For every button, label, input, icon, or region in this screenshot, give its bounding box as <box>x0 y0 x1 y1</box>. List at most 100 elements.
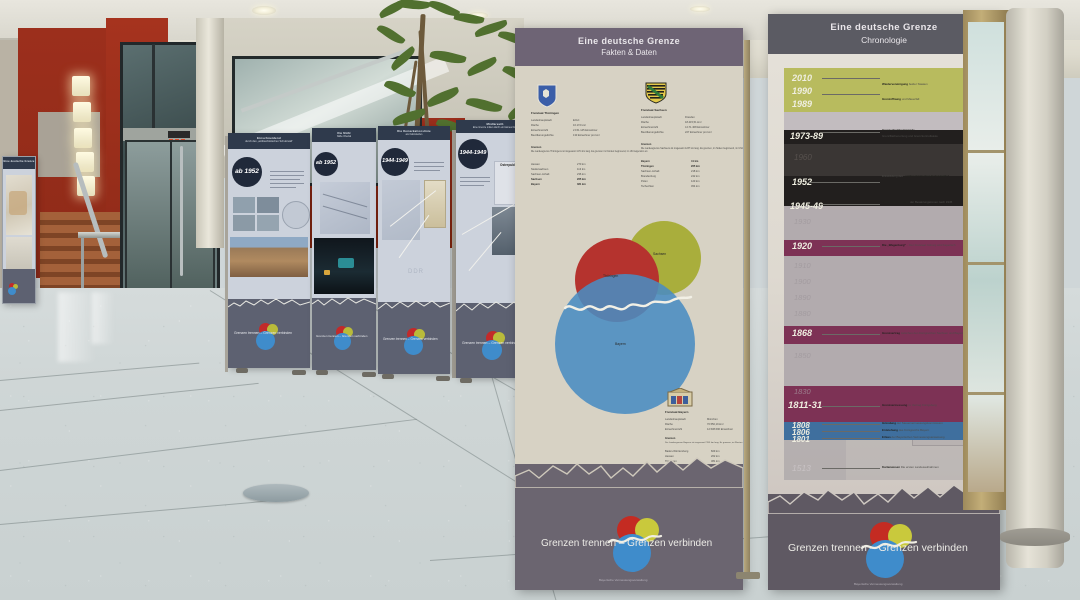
state-name: Freistaat Bayern <box>665 410 689 414</box>
banner-die-muehl[interactable]: Die Mühl Nähe Obertal ab 1952 Grenze <box>312 128 376 370</box>
state-name: Freistaat Sachsen <box>641 108 667 112</box>
banner-photo <box>233 215 255 231</box>
banner-subtitle: Eine Grenze mitten durch ein kleines Dor… <box>472 126 518 129</box>
neighbour-name: Sachsen <box>531 178 542 181</box>
exhibition-logo <box>478 331 510 363</box>
state-stat-label: Fläche <box>665 423 673 426</box>
border-line-overlay <box>563 294 693 318</box>
banner-einschneidend[interactable]: Einschneidend durch den „antifaschistisc… <box>228 133 310 368</box>
banner-foot-pad <box>382 374 394 379</box>
chrono-event: Entwicklung des „antifaschistischen Schu… <box>882 174 949 178</box>
tree-leaf <box>465 56 499 77</box>
state-stat-label: Fläche <box>531 124 539 127</box>
logo-circle-yellow <box>414 329 425 340</box>
neighbour-name: Thüringen <box>641 165 654 168</box>
chrono-year: 1952 <box>792 177 813 187</box>
map-label-ddr: DDR <box>408 269 424 275</box>
banner-fakten-und-daten[interactable]: Eine deutsche Grenze Fakten & Daten Frei… <box>515 28 743 590</box>
chrono-event: Zukünftige Grenzen der Besatzungszonen n… <box>882 200 952 204</box>
banner-tagline: Grenzen trennen – Grenzen verbinden <box>316 334 368 338</box>
venn-circle-bayern <box>555 274 695 414</box>
floor-reflection <box>58 292 96 362</box>
banner-year-bubble: 1944-1949 <box>381 148 409 176</box>
logo-circle-blue <box>482 340 502 360</box>
chrono-band <box>784 112 1000 130</box>
chrono-event: Wiedervereinigung beider Staaten <box>882 82 928 86</box>
tree-leaf <box>429 47 467 67</box>
banner-footer <box>3 269 35 303</box>
banner-far-left[interactable]: Eine deutsche Grenze <box>2 156 36 304</box>
neighbour-value: 265 km <box>691 165 700 168</box>
border-line-svg <box>312 297 376 306</box>
chrono-leader <box>808 182 880 183</box>
chrono-leader <box>822 334 880 335</box>
neighbour-name: Brandenburg <box>641 175 656 178</box>
border-silhouette <box>515 454 743 489</box>
state-name: Freistaat Thüringen <box>531 111 560 115</box>
floor-access-plate <box>243 484 309 502</box>
banner-demarkationslinie[interactable]: Die Demarkationslinie am Fahrstreifen 19… <box>378 126 450 374</box>
bavaria-crest-icon <box>667 388 693 407</box>
banner-footer: Grenzen trennen – Grenzen verbinden <box>312 296 376 370</box>
chrono-event-rest: im Vertrag Königsberg <box>908 403 937 407</box>
banner-header: Eine deutsche Grenze <box>3 157 35 172</box>
chrono-year: 1811-31 <box>788 400 823 411</box>
chrono-year: 1910 <box>794 261 811 270</box>
tree-leaf <box>376 22 406 47</box>
chrono-event: Grenzöffnung und Mauerfall <box>882 97 919 101</box>
banner-text-line <box>270 171 304 172</box>
banner-text-line <box>460 177 490 178</box>
banner-body: 2010 1990 1989 1973-89 1960 1952 1945-49… <box>768 54 1000 494</box>
banner-foot-pad <box>316 370 328 375</box>
state-note-title: Grenzen <box>531 146 542 149</box>
state-stat-label: Einwohnerzahl <box>641 126 659 129</box>
chrono-event-bold: Wiedervereinigung <box>882 82 908 86</box>
banner-photo <box>257 215 279 231</box>
banner-title: Mödlareuth <box>486 122 504 126</box>
banner-tagline: Grenzen trennen – Grenzen verbinden <box>234 331 293 335</box>
neighbour-value: 113 km <box>577 168 586 171</box>
state-stat-value: 12.538.696 Einwohner <box>707 428 733 431</box>
state-stat-value: Dresden <box>685 116 695 119</box>
chrono-year: 1900 <box>794 277 811 286</box>
banner-text-line <box>270 183 304 184</box>
chrono-event: Gründung der Steuervermessungskommission <box>882 421 943 425</box>
neighbour-name: Hessen <box>665 455 674 458</box>
door-glass[interactable] <box>968 22 1004 492</box>
table-leg <box>81 238 84 300</box>
state-note-title: Grenzen <box>665 437 676 440</box>
chrono-year: 1808 <box>792 421 810 430</box>
banner-body: 1944-1949 DDR <box>378 140 450 302</box>
neighbour-value: 123 km <box>691 180 700 183</box>
banner-subtitle: Nähe Obertal <box>336 135 352 138</box>
state-stat-label: Fläche <box>641 121 649 124</box>
wall-light-icon <box>76 152 94 172</box>
neighbour-value: 381 km <box>577 183 586 186</box>
chrono-band <box>784 326 1000 344</box>
tree-leaf <box>453 10 485 27</box>
column-base <box>1000 528 1070 546</box>
banner-photo-light <box>338 258 354 268</box>
border-line-svg <box>378 300 450 310</box>
tree-leaf <box>395 0 431 12</box>
banner-text-line <box>270 175 304 176</box>
chrono-year: 1880 <box>794 309 811 318</box>
state-stat-value: Erfurt <box>573 119 580 122</box>
state-stat-label: Landeshauptstadt <box>665 418 686 421</box>
chrono-event-bold: Grenzvertrag <box>882 331 900 335</box>
border-silhouette <box>228 297 310 311</box>
banner-document-image <box>424 180 446 228</box>
neighbour-name: Hessen <box>531 163 540 166</box>
neighbour-value: 41 km <box>691 160 699 163</box>
chrono-band <box>784 240 1000 256</box>
round-column <box>1006 8 1064 568</box>
tree-leaf <box>391 108 427 126</box>
bubble-year-top: 1944-1949 <box>382 158 408 165</box>
border-silhouette <box>312 296 376 310</box>
banner-chronologie[interactable]: Eine deutsche Grenze Chronologie <box>768 14 1000 590</box>
logo-circle-yellow <box>267 324 278 335</box>
chrono-year: 1850 <box>794 351 811 360</box>
elevator-floor-display <box>168 131 190 143</box>
chrono-year: 1945-49 <box>790 201 824 211</box>
banner-header: Einschneidend durch den „antifaschistisc… <box>228 133 310 152</box>
